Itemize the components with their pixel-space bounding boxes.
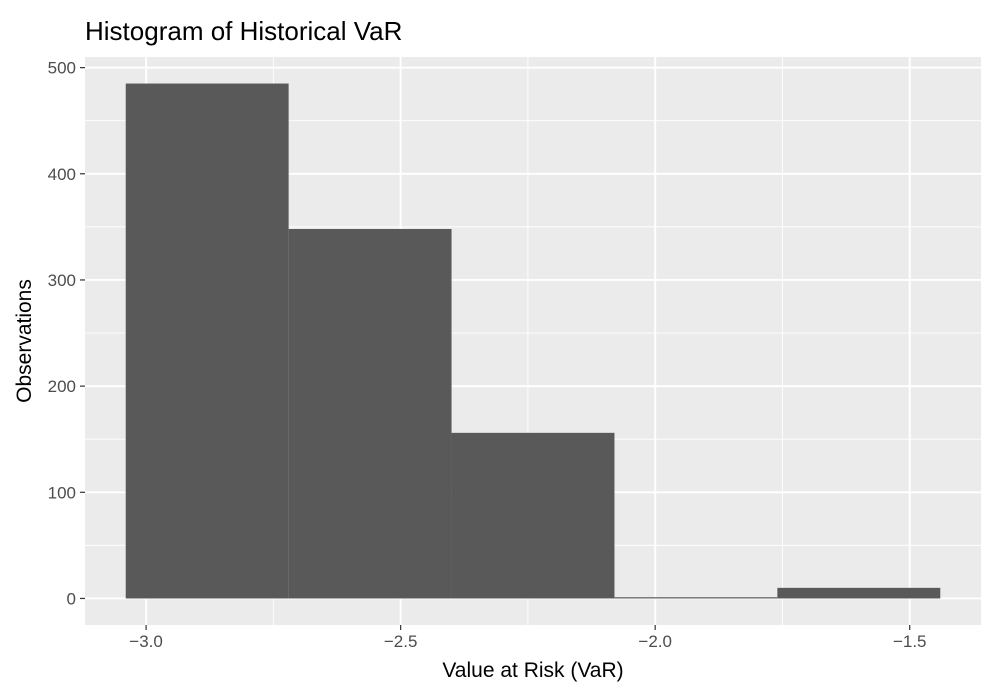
y-tick-label: 200	[48, 377, 76, 396]
x-axis-title: Value at Risk (VaR)	[442, 659, 623, 682]
x-tick-label: −2.5	[384, 632, 418, 651]
histogram-bar	[614, 597, 778, 599]
y-tick-label: 0	[67, 589, 76, 608]
x-tick-label: −1.5	[893, 632, 927, 651]
histogram-bars	[125, 83, 941, 599]
histogram-bar	[125, 83, 289, 599]
chart-title: Histogram of Historical VaR	[85, 16, 402, 46]
histogram-bar	[288, 228, 452, 599]
y-axis: 0 100 200 300 400 500	[48, 59, 85, 608]
y-tick-label: 500	[48, 59, 76, 78]
y-tick-label: 100	[48, 483, 76, 502]
x-tick-label: −2.0	[638, 632, 672, 651]
x-tick-label: −3.0	[129, 632, 163, 651]
x-axis: −3.0 −2.5 −2.0 −1.5	[129, 625, 927, 651]
histogram-bar	[777, 587, 941, 599]
histogram-bar	[451, 432, 615, 599]
y-axis-title: Observations	[13, 279, 36, 403]
y-tick-label: 300	[48, 271, 76, 290]
y-tick-label: 400	[48, 165, 76, 184]
